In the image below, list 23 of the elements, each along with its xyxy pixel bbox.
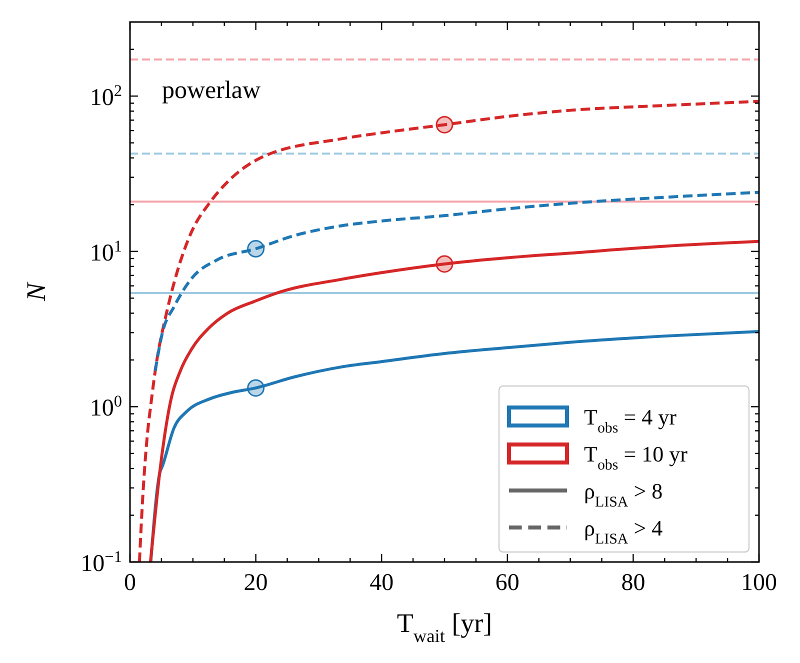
point: [247, 379, 265, 397]
y-tick-label: 10$^{−1}$: [80, 546, 122, 577]
annotation: ρ$_{LISA}$ > 4: [584, 516, 663, 548]
y-axis-title: N: [21, 281, 51, 302]
x-tick-label: 80: [621, 570, 646, 596]
point: [247, 240, 265, 258]
annotation: powerlaw: [162, 77, 261, 104]
x-tick-label: 100: [741, 570, 777, 596]
x-tick-label: 20: [244, 570, 268, 596]
point: [436, 116, 454, 134]
legend-label: T$_{obs}$ = 10 yr: [584, 442, 688, 474]
x-axis-title: T$_{wait}$ [yr]: [396, 608, 492, 646]
y-tick-label: 10$^{0}$: [90, 391, 122, 422]
point: [436, 255, 454, 273]
x-tick-label: 40: [370, 570, 394, 596]
x-tick-label: 0: [124, 570, 136, 596]
annotation: ρ$_{LISA}$ > 8: [584, 478, 663, 510]
line-series: [148, 240, 759, 562]
y-tick-label: 10$^{1}$: [90, 236, 122, 266]
line-series: [154, 190, 759, 372]
x-tick-label: 60: [495, 570, 520, 596]
y-tick-label: 10$^{2}$: [90, 80, 122, 112]
legend-label: T$_{obs}$ = 4 yr: [584, 404, 678, 436]
